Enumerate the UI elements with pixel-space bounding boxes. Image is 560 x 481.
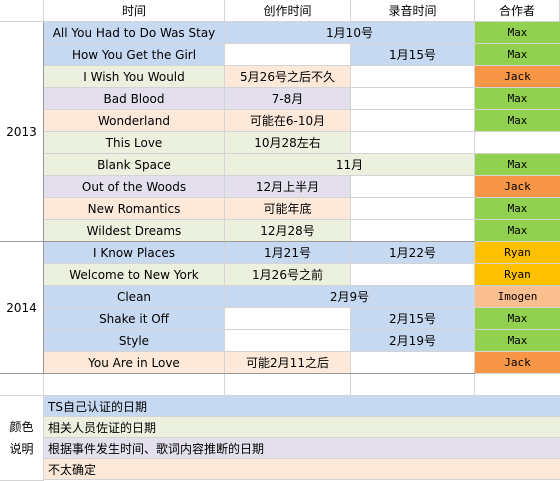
empty-cell[interactable] (351, 374, 475, 396)
year-separator-line (0, 373, 475, 374)
legend-item[interactable]: TS自己认证的日期 (44, 396, 560, 417)
collaborator-cell[interactable]: Max (475, 22, 560, 44)
song-title-cell[interactable]: I Wish You Would (44, 66, 225, 88)
recorded-date-cell[interactable] (351, 110, 475, 132)
written-date-cell[interactable]: 12月上半月 (225, 176, 351, 198)
year-separator-line (0, 241, 475, 242)
written-date-cell[interactable] (225, 330, 351, 352)
empty-cell[interactable] (44, 374, 225, 396)
recorded-date-cell[interactable] (351, 66, 475, 88)
header-collaborator[interactable]: 合作者 (475, 0, 560, 22)
song-title-cell[interactable]: Shake it Off (44, 308, 225, 330)
collaborator-cell[interactable]: Max (475, 308, 560, 330)
merged-date-cell[interactable]: 2月9号 (225, 286, 475, 308)
song-title-cell[interactable]: Bad Blood (44, 88, 225, 110)
legend-item[interactable]: 不太确定 (44, 459, 560, 480)
song-title-cell[interactable]: Clean (44, 286, 225, 308)
header-blank-cell[interactable] (0, 0, 44, 22)
written-date-cell[interactable]: 可能年底 (225, 198, 351, 220)
written-date-cell[interactable]: 10月28左右 (225, 132, 351, 154)
recorded-date-cell[interactable] (351, 352, 475, 374)
collaborator-cell[interactable]: Ryan (475, 242, 560, 264)
legend-label-line1: 颜色 (9, 420, 34, 434)
collaborator-cell[interactable]: Max (475, 154, 560, 176)
recorded-date-cell[interactable] (351, 264, 475, 286)
written-date-cell[interactable]: 可能在6-10月 (225, 110, 351, 132)
collaborator-cell[interactable]: Jack (475, 176, 560, 198)
recorded-date-cell[interactable] (351, 176, 475, 198)
song-title-cell[interactable]: I Know Places (44, 242, 225, 264)
year-cell[interactable]: 2013 (0, 22, 44, 242)
collaborator-cell[interactable]: Imogen (475, 286, 560, 308)
merged-date-cell[interactable]: 11月 (225, 154, 475, 176)
written-date-cell[interactable]: 1月21号 (225, 242, 351, 264)
empty-cell[interactable] (475, 374, 560, 396)
collaborator-cell[interactable]: Jack (475, 66, 560, 88)
collaborator-cell[interactable]: Ryan (475, 264, 560, 286)
written-date-cell[interactable] (225, 44, 351, 66)
legend-item[interactable]: 根据事件发生时间、歌词内容推断的日期 (44, 438, 560, 459)
collaborator-cell[interactable]: Max (475, 44, 560, 66)
header-time[interactable]: 时间 (44, 0, 225, 22)
recorded-date-cell[interactable]: 2月19号 (351, 330, 475, 352)
recorded-date-cell[interactable]: 2月15号 (351, 308, 475, 330)
collaborator-cell[interactable]: Max (475, 220, 560, 242)
legend-label-line2: 说明 (9, 442, 34, 456)
song-title-cell[interactable]: You Are in Love (44, 352, 225, 374)
written-date-cell[interactable]: 12月28号 (225, 220, 351, 242)
empty-cell[interactable] (0, 374, 44, 396)
collaborator-cell[interactable]: Max (475, 110, 560, 132)
song-title-cell[interactable]: Wonderland (44, 110, 225, 132)
song-title-cell[interactable]: Blank Space (44, 154, 225, 176)
collaborator-cell[interactable]: Jack (475, 352, 560, 374)
written-date-cell[interactable]: 1月26号之前 (225, 264, 351, 286)
song-title-cell[interactable]: This Love (44, 132, 225, 154)
legend-item[interactable]: 相关人员佐证的日期 (44, 417, 560, 438)
song-title-cell[interactable]: Style (44, 330, 225, 352)
song-title-cell[interactable]: Wildest Dreams (44, 220, 225, 242)
collaborator-cell[interactable]: Max (475, 88, 560, 110)
recorded-date-cell[interactable] (351, 220, 475, 242)
collaborator-cell[interactable] (475, 132, 560, 154)
collaborator-cell[interactable]: Max (475, 330, 560, 352)
written-date-cell[interactable]: 7-8月 (225, 88, 351, 110)
year-cell[interactable]: 2014 (0, 242, 44, 374)
recorded-date-cell[interactable] (351, 132, 475, 154)
song-title-cell[interactable]: New Romantics (44, 198, 225, 220)
recorded-date-cell[interactable] (351, 88, 475, 110)
song-title-cell[interactable]: Out of the Woods (44, 176, 225, 198)
written-date-cell[interactable]: 5月26号之后不久 (225, 66, 351, 88)
recorded-date-cell[interactable]: 1月15号 (351, 44, 475, 66)
header-written-time[interactable]: 创作时间 (225, 0, 351, 22)
song-title-cell[interactable]: Welcome to New York (44, 264, 225, 286)
collaborator-cell[interactable]: Max (475, 198, 560, 220)
written-date-cell[interactable] (225, 308, 351, 330)
written-date-cell[interactable]: 可能2月11之后 (225, 352, 351, 374)
legend-label[interactable]: 颜色 说明 (0, 396, 44, 481)
recorded-date-cell[interactable]: 1月22号 (351, 242, 475, 264)
empty-cell[interactable] (225, 374, 351, 396)
song-title-cell[interactable]: All You Had to Do Was Stay (44, 22, 225, 44)
merged-date-cell[interactable]: 1月10号 (225, 22, 475, 44)
header-recorded-time[interactable]: 录音时间 (351, 0, 475, 22)
recorded-date-cell[interactable] (351, 198, 475, 220)
song-title-cell[interactable]: How You Get the Girl (44, 44, 225, 66)
